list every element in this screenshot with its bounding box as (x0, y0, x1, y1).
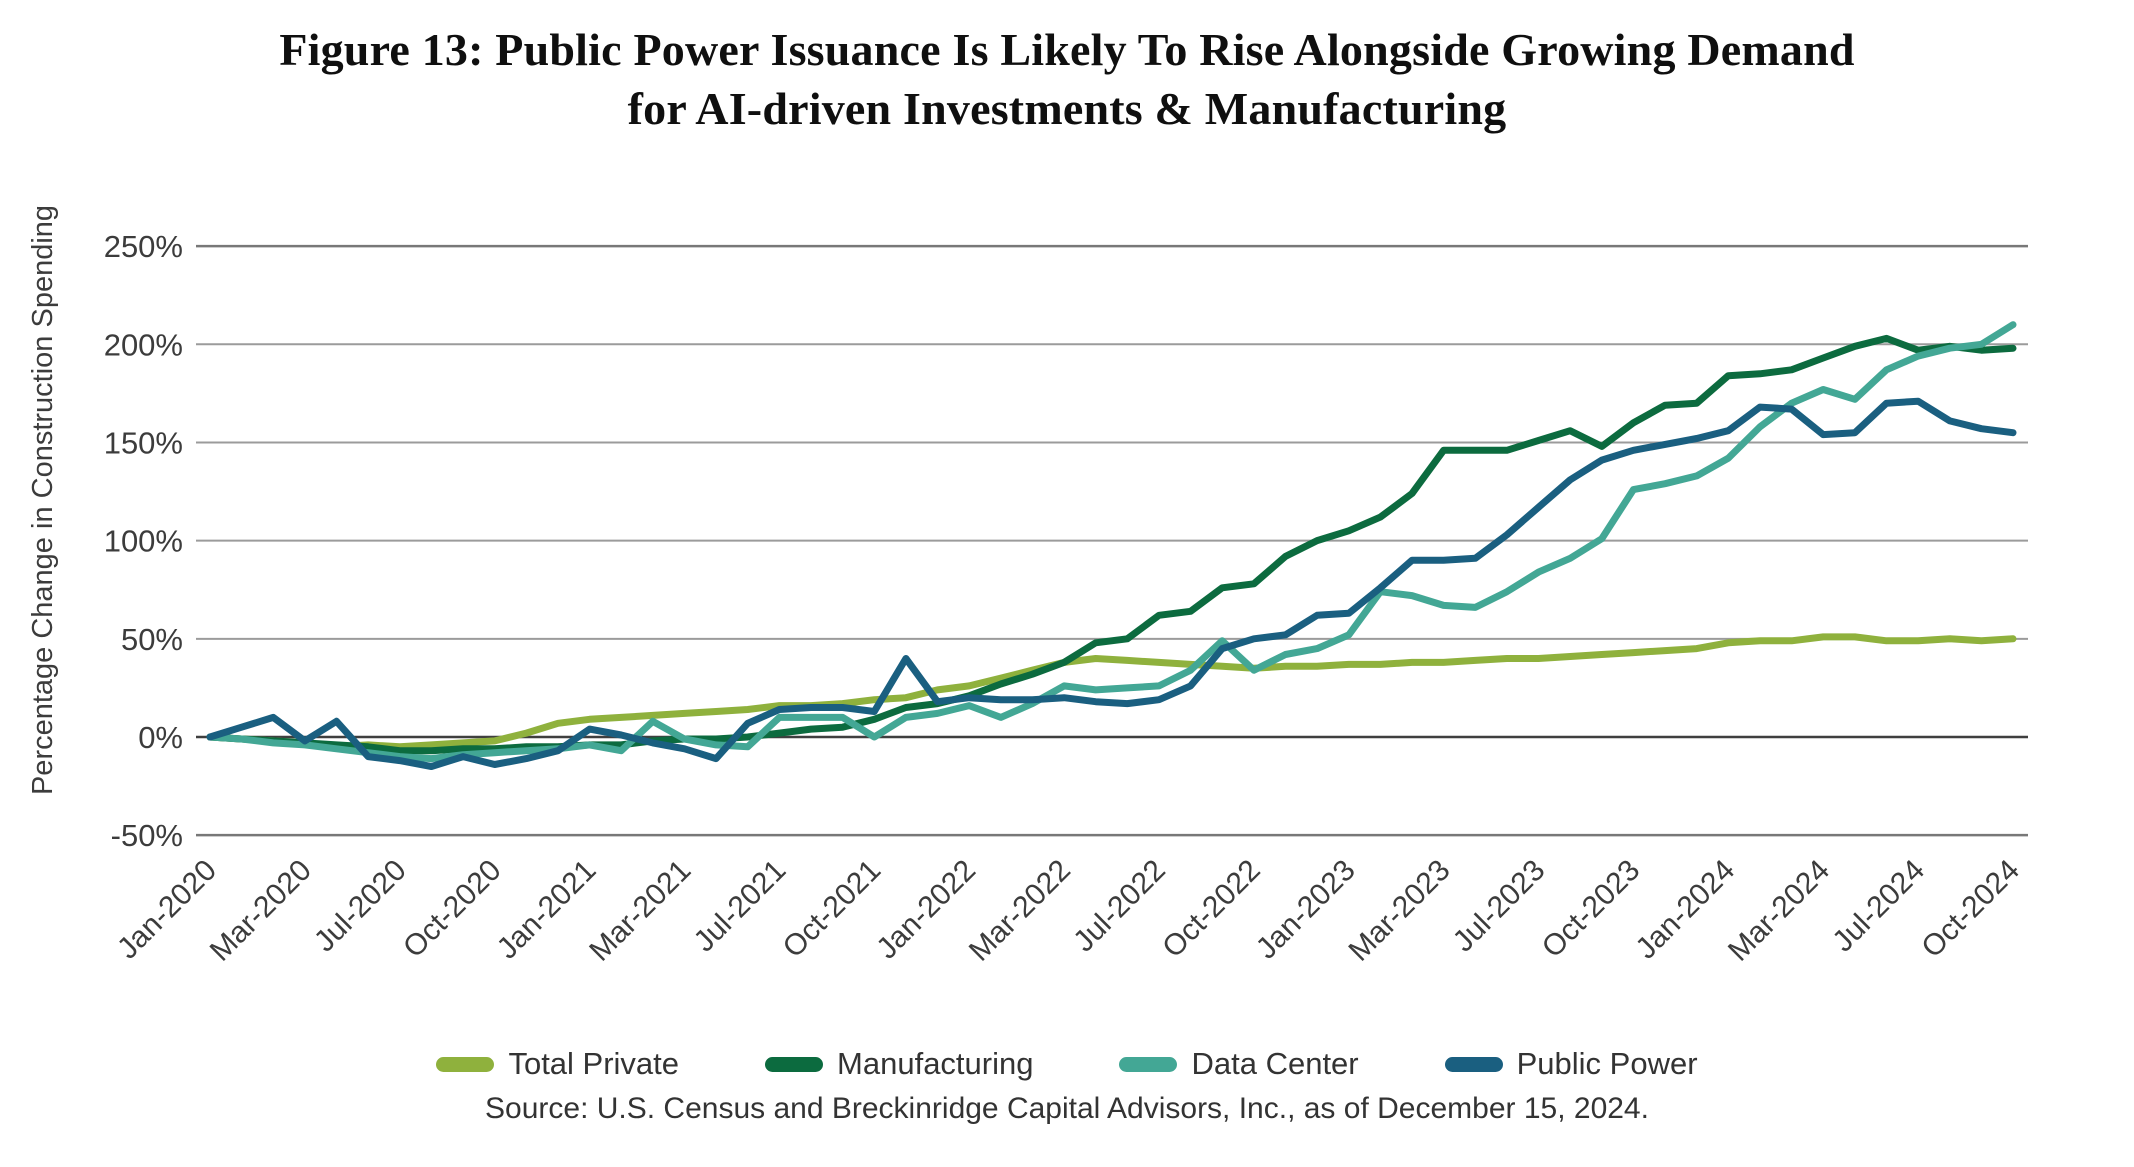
x-tick-label: Oct-2024 (1915, 854, 2026, 965)
y-tick-label: 50% (121, 622, 183, 657)
x-tick-label: Jul-2020 (308, 854, 413, 959)
chart-title-line2: for AI-driven Investments & Manufacturin… (627, 83, 1507, 134)
y-tick-label: -50% (111, 818, 183, 853)
x-tick-label: Jul-2022 (1067, 854, 1172, 959)
x-tick-label: Jan-2023 (1250, 854, 1362, 966)
legend-label: Total Private (508, 1046, 680, 1081)
x-tick-label: Oct-2020 (397, 854, 508, 965)
x-tick-label: Jul-2021 (688, 854, 793, 959)
series-line-total-private (206, 633, 2017, 751)
x-tick-label: Jan-2020 (111, 854, 223, 966)
source-note: Source: U.S. Census and Breckinridge Cap… (485, 1092, 1649, 1125)
x-tick-label: Jul-2024 (1826, 854, 1931, 959)
x-tick-label: Mar-2023 (1342, 854, 1456, 968)
x-tick-label: Oct-2021 (777, 854, 888, 965)
chart-legend: Total Private Manufacturing Data Center Pub… (0, 1046, 2134, 1082)
legend-swatch-icon (1119, 1056, 1178, 1072)
legend-item-total-private: Total Private (436, 1046, 679, 1082)
x-tick-label: Jan-2021 (491, 854, 603, 966)
x-tick-label: Mar-2021 (583, 854, 697, 968)
x-tick-label: Oct-2023 (1536, 854, 1647, 965)
series-line-public-power (206, 397, 2017, 770)
y-axis-title: Percentage Change in Construction Spendi… (27, 205, 59, 795)
legend-item-public-power: Public Power (1444, 1046, 1698, 1082)
x-tick-label: Jan-2024 (1629, 854, 1741, 966)
series-line-data-center (206, 321, 2017, 763)
legend-swatch-icon (765, 1056, 824, 1072)
y-tick-label: 100% (104, 524, 183, 559)
x-tick-label: Mar-2020 (204, 854, 318, 968)
legend-label: Data Center (1191, 1046, 1359, 1081)
y-tick-label: 0% (138, 720, 183, 755)
legend-label: Manufacturing (837, 1046, 1034, 1081)
y-tick-label: 250% (104, 229, 183, 264)
x-tick-label: Jul-2023 (1447, 854, 1552, 959)
series-line-manufacturing (206, 334, 2017, 755)
legend-swatch-icon (1444, 1056, 1503, 1072)
x-tick-label: Mar-2024 (1722, 854, 1836, 968)
legend-item-data-center: Data Center (1119, 1046, 1359, 1082)
legend-label: Public Power (1516, 1046, 1698, 1081)
y-tick-label: 200% (104, 327, 183, 362)
chart-title: Figure 13: Public Power Issuance Is Like… (0, 20, 2134, 138)
x-tick-label: Oct-2022 (1156, 854, 1267, 965)
legend-swatch-icon (436, 1056, 495, 1072)
legend-item-manufacturing: Manufacturing (765, 1046, 1033, 1082)
x-tick-label: Mar-2022 (963, 854, 1077, 968)
chart-title-line1: Figure 13: Public Power Issuance Is Like… (279, 24, 1855, 75)
x-tick-label: Jan-2022 (870, 854, 982, 966)
y-tick-label: 150% (104, 425, 183, 460)
